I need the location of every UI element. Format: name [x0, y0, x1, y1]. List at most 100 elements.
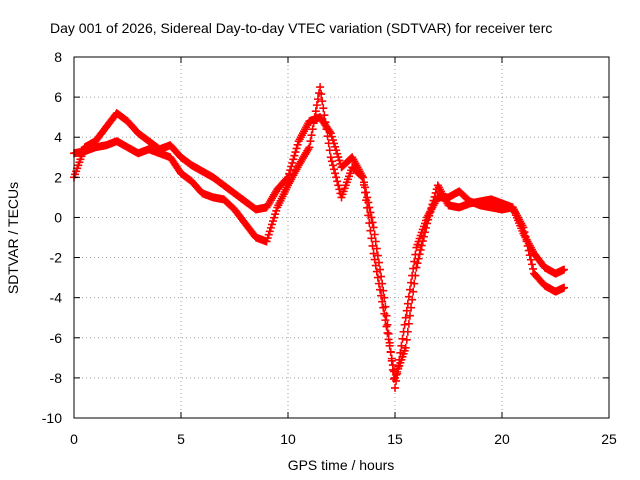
- trace-marker: [388, 361, 397, 370]
- trace-marker: [373, 251, 382, 260]
- trace-marker: [335, 185, 344, 194]
- x-tick-label: 0: [70, 431, 78, 447]
- series-2: [70, 83, 569, 382]
- trace-marker: [403, 327, 412, 336]
- trace-marker: [364, 211, 373, 220]
- trace-marker: [526, 255, 535, 264]
- trace-marker: [385, 341, 394, 350]
- trace-marker: [288, 158, 297, 167]
- trace-marker: [287, 162, 296, 171]
- trace-marker: [313, 95, 322, 104]
- y-tick-label: -8: [50, 370, 63, 386]
- trace-marker: [371, 237, 380, 246]
- trace-marker: [306, 137, 315, 146]
- trace-marker: [330, 165, 339, 174]
- trace-marker: [361, 188, 370, 197]
- trace-marker: [529, 264, 538, 273]
- y-tick-label: -10: [42, 410, 62, 426]
- trace-marker: [403, 299, 412, 308]
- trace-marker: [357, 172, 366, 181]
- trace-marker: [328, 161, 337, 170]
- trace-marker: [398, 334, 407, 343]
- trace-marker: [402, 335, 411, 344]
- trace-marker: [362, 196, 371, 205]
- trace-marker: [319, 104, 328, 113]
- data-point: [391, 383, 399, 392]
- trace-marker: [417, 241, 426, 250]
- trace-marker: [387, 354, 396, 363]
- trace-marker: [419, 232, 428, 241]
- data-point: [560, 283, 569, 292]
- trace-marker: [327, 157, 336, 166]
- trace-marker: [382, 322, 391, 331]
- trace-marker: [363, 203, 372, 212]
- trace-marker: [312, 101, 321, 110]
- trace-marker: [415, 250, 424, 259]
- y-tick-label: -2: [50, 250, 63, 266]
- trace-marker: [289, 155, 298, 164]
- trace-marker: [430, 192, 439, 201]
- trace-marker: [414, 254, 423, 263]
- trace-marker: [427, 204, 436, 213]
- data-point: [358, 173, 367, 182]
- trace-marker: [309, 119, 318, 128]
- trace-marker: [402, 306, 411, 315]
- data-point: [380, 309, 389, 318]
- trace-marker: [424, 215, 433, 224]
- trace-marker: [374, 279, 383, 288]
- x-tick-label: 25: [601, 431, 617, 447]
- trace-marker: [418, 237, 427, 246]
- trace-marker: [323, 132, 332, 141]
- data-point: [316, 83, 325, 92]
- data-point: [401, 343, 410, 352]
- trace-marker: [332, 173, 341, 182]
- trace-marker: [410, 279, 419, 288]
- y-tick-label: 8: [54, 49, 62, 65]
- trace-marker: [292, 144, 301, 153]
- trace-marker: [525, 251, 534, 260]
- trace-marker: [386, 348, 395, 357]
- data-point: [369, 249, 378, 258]
- trace-marker: [304, 145, 313, 154]
- trace-marker: [523, 241, 532, 250]
- trace-marker: [425, 211, 434, 220]
- data-point: [412, 263, 421, 272]
- x-tick-label: 5: [177, 431, 185, 447]
- trace-marker: [521, 232, 530, 241]
- trace-marker: [384, 335, 393, 344]
- trace-marker: [371, 261, 380, 270]
- trace-marker: [321, 118, 330, 127]
- y-tick-label: 4: [54, 129, 62, 145]
- trace-marker: [293, 140, 302, 149]
- trace-marker: [413, 259, 422, 268]
- x-tick-label: 20: [494, 431, 510, 447]
- trace-marker: [409, 287, 418, 296]
- trace-marker: [317, 90, 326, 99]
- chart-title: Day 001 of 2026, Sidereal Day-to-day VTE…: [50, 20, 552, 36]
- trace-marker: [322, 125, 331, 134]
- trace-marker: [404, 319, 413, 328]
- trace-marker: [524, 246, 533, 255]
- trace-marker: [426, 208, 435, 217]
- trace-marker: [308, 125, 317, 134]
- data-point: [560, 265, 569, 274]
- data-point: [423, 219, 432, 228]
- y-tick-label: 0: [54, 209, 62, 225]
- trace-marker: [381, 316, 390, 325]
- plot-frame: [73, 56, 610, 419]
- trace-marker: [408, 295, 417, 304]
- trace-marker: [527, 260, 536, 269]
- trace-marker: [365, 219, 374, 228]
- trace-marker: [373, 273, 382, 282]
- trace-marker: [291, 148, 300, 157]
- trace-marker: [376, 285, 385, 294]
- y-tick-label: -6: [50, 330, 63, 346]
- trace-marker: [378, 297, 387, 306]
- trace-marker: [359, 180, 368, 189]
- trace-marker: [383, 328, 392, 337]
- trace-marker: [520, 228, 529, 237]
- y-axis-label: SDTVAR / TECUs: [5, 182, 21, 294]
- data-point: [401, 313, 410, 322]
- trace-marker: [307, 131, 316, 140]
